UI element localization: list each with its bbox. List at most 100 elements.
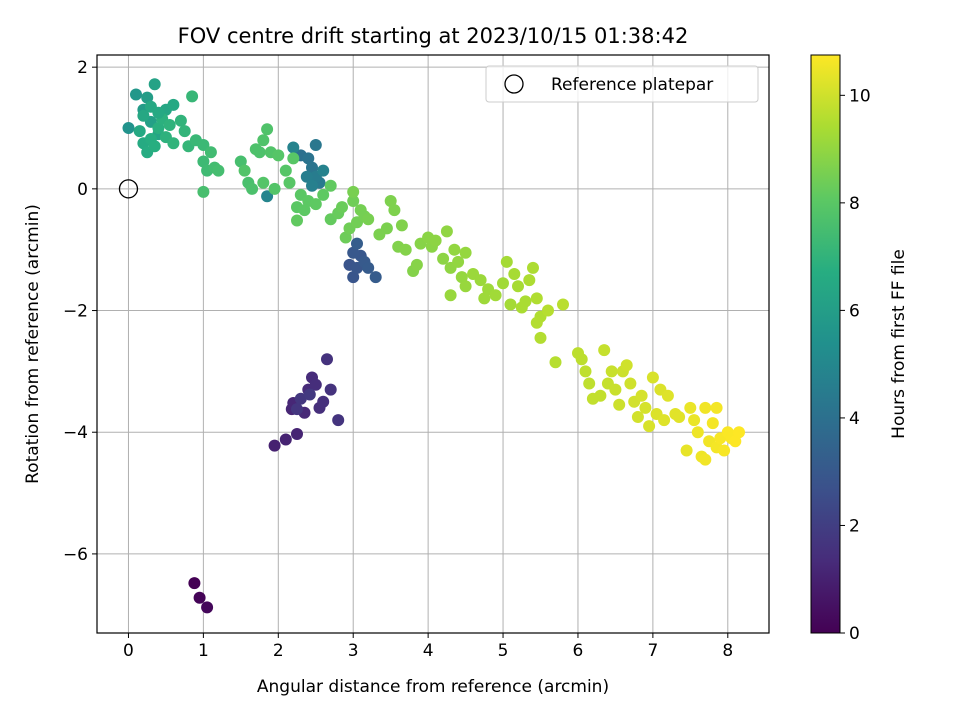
x-tick-label: 7 <box>647 641 658 661</box>
x-tick-label: 5 <box>498 641 509 661</box>
data-point <box>201 601 214 614</box>
data-point <box>291 428 303 440</box>
data-point <box>395 219 408 232</box>
data-point <box>497 277 509 290</box>
colorbar-tick-label: 10 <box>849 86 871 106</box>
data-point <box>688 414 701 427</box>
colorbar-tick-label: 0 <box>849 624 860 644</box>
data-point <box>658 414 671 427</box>
x-tick-label: 3 <box>348 641 359 661</box>
x-tick-label: 8 <box>722 641 733 661</box>
scatter-points <box>122 78 745 614</box>
data-point <box>380 222 393 235</box>
data-point <box>718 444 731 457</box>
data-point <box>163 119 176 131</box>
data-point <box>575 353 588 366</box>
data-point <box>317 395 330 408</box>
data-point <box>347 185 360 198</box>
data-point <box>661 389 674 402</box>
data-point <box>253 146 266 159</box>
data-point <box>148 140 161 153</box>
data-point <box>152 106 165 119</box>
y-tick-label: 2 <box>77 58 88 78</box>
data-point <box>197 139 210 151</box>
y-tick-label: −4 <box>63 423 88 443</box>
data-point <box>635 389 648 402</box>
data-point <box>351 237 363 250</box>
x-tick-label: 1 <box>198 641 209 661</box>
data-point <box>294 392 307 405</box>
data-point <box>489 289 502 302</box>
data-point <box>478 292 491 305</box>
plot-frame <box>96 54 770 634</box>
colorbar-tick-label: 6 <box>849 301 860 321</box>
data-point <box>437 252 450 265</box>
data-point <box>197 155 210 168</box>
data-point <box>298 204 311 217</box>
data-point <box>174 114 187 127</box>
data-point <box>321 353 333 366</box>
data-point <box>287 152 300 165</box>
data-point <box>317 188 330 201</box>
data-point <box>733 426 745 439</box>
data-point <box>598 344 611 357</box>
data-point <box>399 243 412 256</box>
data-point <box>444 289 457 302</box>
data-point <box>148 78 161 91</box>
data-point <box>609 383 622 396</box>
data-point <box>500 255 513 268</box>
data-point <box>261 190 274 203</box>
chart-title: FOV centre drift starting at 2023/10/15 … <box>178 24 689 48</box>
data-point <box>549 356 562 369</box>
data-point <box>684 401 697 414</box>
data-point <box>699 401 712 414</box>
data-point <box>410 258 423 271</box>
y-tick-label: −6 <box>63 545 88 565</box>
data-point <box>624 377 637 390</box>
data-point <box>332 414 345 427</box>
data-point <box>130 88 142 101</box>
data-point <box>643 420 656 433</box>
data-point <box>388 204 401 217</box>
data-point <box>347 195 360 207</box>
data-point <box>542 304 554 317</box>
data-point <box>306 161 318 174</box>
data-point <box>339 231 352 244</box>
colorbar-label: Hours from first FF file <box>889 249 909 439</box>
reference-platepar-marker <box>118 179 139 199</box>
data-point <box>141 91 154 104</box>
data-point <box>512 280 524 293</box>
colorbar <box>810 54 841 634</box>
legend-marker-reference <box>504 74 524 94</box>
x-tick-label: 6 <box>573 641 584 661</box>
data-point <box>186 90 199 103</box>
colorbar-tick-label: 8 <box>849 194 860 214</box>
data-point <box>287 141 300 154</box>
x-tick-label: 4 <box>423 641 434 661</box>
colorbar-tick-label: 2 <box>849 516 860 536</box>
colorbar-ticks: 0 2 4 6 8 10 <box>840 86 871 644</box>
data-point <box>261 123 274 136</box>
data-point <box>257 176 270 189</box>
data-point <box>699 453 712 466</box>
data-point <box>309 139 322 151</box>
data-point <box>197 185 210 198</box>
data-point <box>680 444 693 457</box>
data-point <box>268 439 281 452</box>
data-point <box>279 433 292 446</box>
data-point <box>530 316 543 329</box>
data-point <box>384 195 397 207</box>
reference-marker-layer <box>118 179 139 199</box>
data-point <box>459 246 472 259</box>
legend: Reference platepar <box>485 65 759 103</box>
data-point <box>613 398 626 411</box>
data-point <box>452 255 465 268</box>
legend-label-reference: Reference platepar <box>551 75 713 95</box>
data-point <box>137 109 150 122</box>
data-point <box>300 170 313 183</box>
data-point <box>557 298 569 311</box>
data-point <box>646 371 659 384</box>
data-point <box>167 137 180 150</box>
x-axis-label: Angular distance from reference (arcmin) <box>257 677 609 697</box>
data-point <box>303 388 316 401</box>
